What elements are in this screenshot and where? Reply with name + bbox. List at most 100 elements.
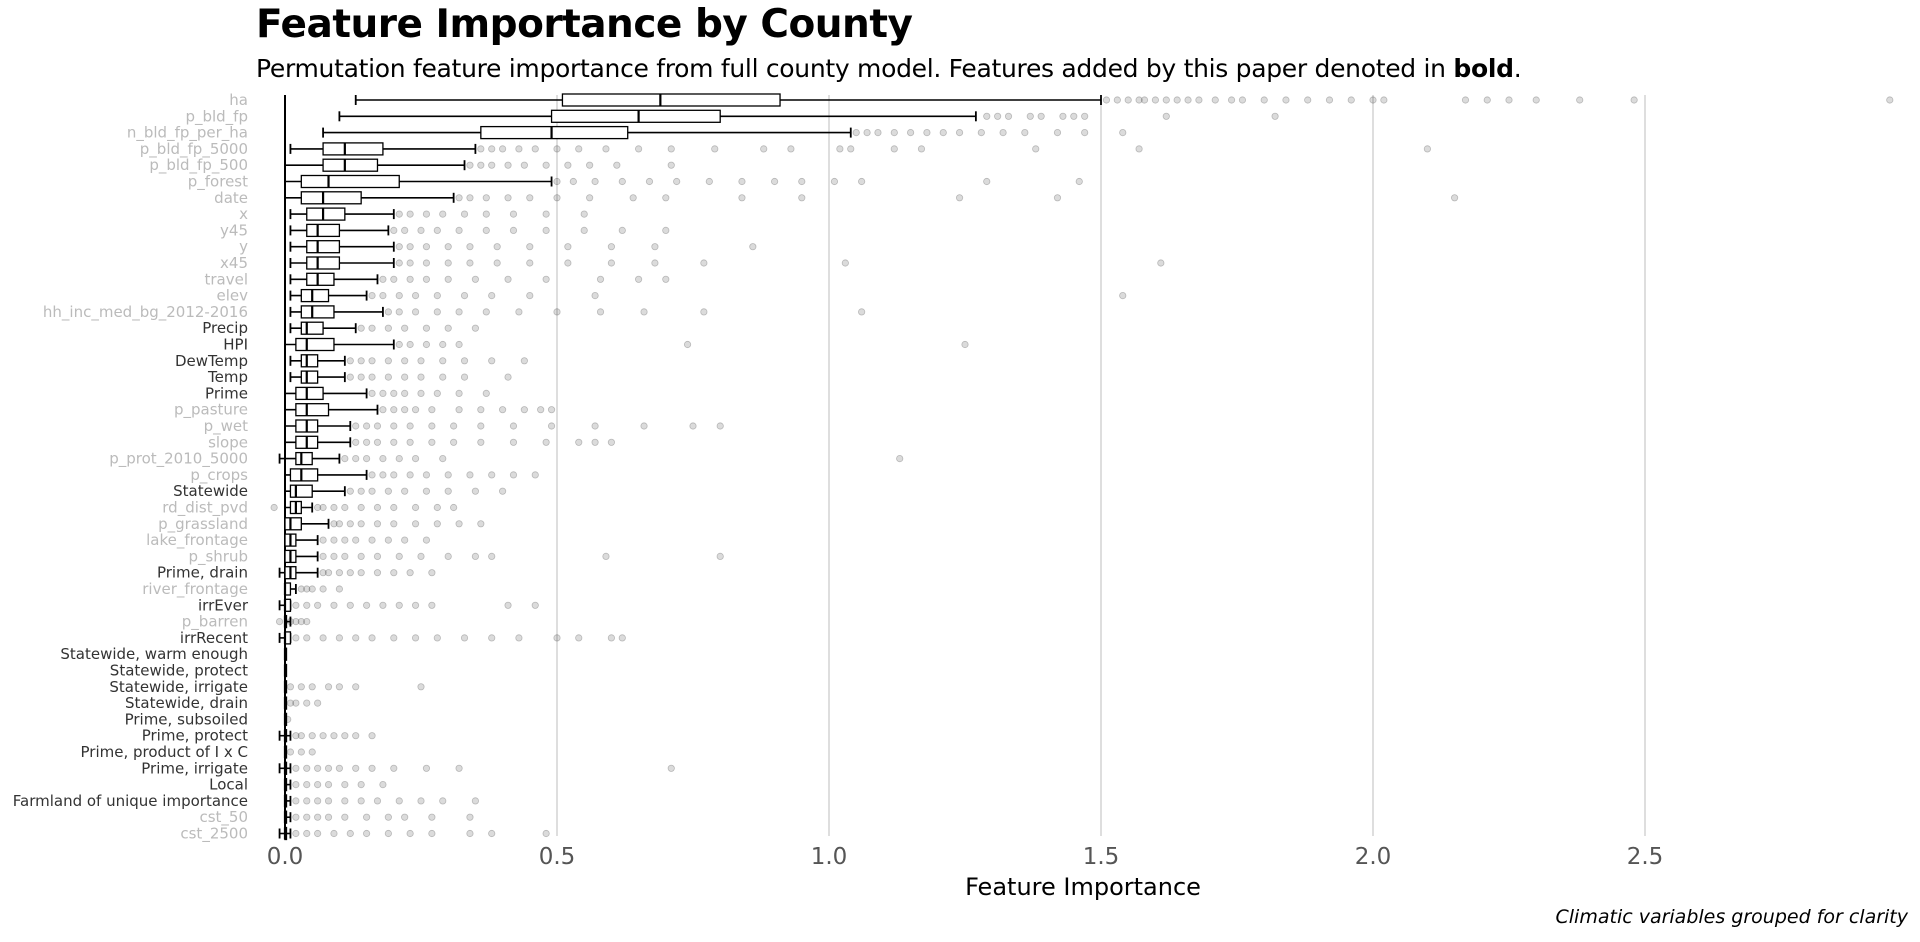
outlier-point xyxy=(504,275,512,283)
outlier-point xyxy=(433,291,441,300)
outlier-point xyxy=(422,324,431,332)
outlier-point xyxy=(1053,129,1062,137)
outlier-point xyxy=(1162,96,1170,104)
outlier-point xyxy=(874,129,882,137)
row-label: p_pasture xyxy=(174,401,248,420)
row-label: x xyxy=(239,205,248,223)
outlier-point xyxy=(493,243,501,251)
outlier-point xyxy=(858,308,866,316)
outlier-point xyxy=(401,536,409,544)
outlier-point xyxy=(330,520,338,528)
row-label: Prime, protect xyxy=(142,727,248,745)
outlier-point xyxy=(1184,96,1192,104)
outlier-point xyxy=(368,291,376,300)
outlier-point xyxy=(1304,96,1312,104)
outlier-point xyxy=(319,732,327,740)
outlier-point xyxy=(1369,96,1377,104)
outlier-point xyxy=(547,406,556,414)
outlier-point xyxy=(450,422,458,430)
outlier-point xyxy=(488,829,496,838)
outlier-point xyxy=(428,422,436,430)
row-label: Statewide, protect xyxy=(110,662,248,680)
outlier-point xyxy=(1004,112,1013,120)
outlier-point xyxy=(520,406,528,414)
outlier-point xyxy=(1227,96,1236,104)
outlier-point xyxy=(662,226,670,234)
outlier-point xyxy=(547,422,556,430)
outlier-point xyxy=(324,569,333,577)
outlier-point xyxy=(460,373,469,381)
outlier-point xyxy=(292,829,300,838)
outlier-point xyxy=(373,552,382,561)
outlier-point xyxy=(1113,96,1121,104)
outlier-point xyxy=(509,438,518,446)
outlier-point xyxy=(460,291,469,300)
outlier-point xyxy=(466,161,474,169)
outlier-point xyxy=(324,683,333,691)
outlier-point xyxy=(477,422,485,430)
outlier-point xyxy=(1505,96,1513,104)
outlier-point xyxy=(368,324,376,332)
outlier-point xyxy=(444,275,452,283)
row-label: p_grassland xyxy=(158,515,248,534)
outlier-point xyxy=(346,487,354,495)
outlier-point xyxy=(1532,96,1540,104)
outlier-point xyxy=(716,552,724,561)
gridlines xyxy=(556,95,1646,836)
outlier-point xyxy=(368,536,376,544)
outlier-point xyxy=(1075,177,1083,186)
outlier-point xyxy=(667,161,675,169)
outlier-point xyxy=(575,634,583,642)
outlier-point xyxy=(373,569,382,577)
outlier-point xyxy=(335,683,343,691)
outlier-point xyxy=(847,145,855,153)
outlier-point xyxy=(716,422,724,430)
outlier-point xyxy=(297,748,305,756)
outlier-point xyxy=(618,226,626,234)
outlier-point xyxy=(352,732,360,740)
outlier-point xyxy=(504,373,512,381)
outlier-point xyxy=(542,161,550,169)
outlier-point xyxy=(1124,96,1132,104)
outlier-point xyxy=(607,259,616,267)
outlier-point xyxy=(319,536,327,544)
outlier-point xyxy=(292,764,300,772)
outlier-point xyxy=(531,471,539,479)
outlier-point xyxy=(444,471,452,479)
outlier-point xyxy=(531,145,539,153)
outlier-point xyxy=(330,829,338,838)
outlier-point xyxy=(292,780,300,789)
outlier-point xyxy=(357,552,365,561)
iqr-box xyxy=(550,109,721,123)
row-label: Temp xyxy=(207,368,248,386)
outlier-point xyxy=(395,552,403,561)
outlier-point xyxy=(357,797,365,805)
row-label: Prime xyxy=(205,384,248,402)
outlier-point xyxy=(303,764,311,772)
row-labels: hap_bld_fpn_bld_fp_per_hap_bld_fp_5000p_… xyxy=(13,91,249,844)
outlier-point xyxy=(760,145,768,153)
outlier-point xyxy=(390,764,398,772)
outlier-point xyxy=(471,797,479,805)
outlier-point xyxy=(575,145,583,153)
outlier-point xyxy=(1282,96,1290,104)
outlier-point xyxy=(460,357,469,365)
iqr-box xyxy=(480,125,629,140)
outlier-point xyxy=(357,487,365,495)
outlier-point xyxy=(488,471,496,479)
row-label: lake_frontage xyxy=(146,531,248,550)
outlier-point xyxy=(379,389,387,397)
iqr-box xyxy=(300,321,324,335)
outlier-point xyxy=(1347,96,1355,104)
outlier-point xyxy=(341,503,349,512)
outlier-point xyxy=(591,422,599,430)
outlier-point xyxy=(607,634,616,642)
outlier-point xyxy=(406,438,414,446)
outlier-point xyxy=(379,454,387,463)
outlier-point xyxy=(477,145,485,153)
outlier-point xyxy=(455,194,463,202)
outlier-point xyxy=(292,601,300,609)
outlier-point xyxy=(618,177,626,186)
outlier-point xyxy=(983,177,991,186)
outlier-point xyxy=(395,243,403,251)
